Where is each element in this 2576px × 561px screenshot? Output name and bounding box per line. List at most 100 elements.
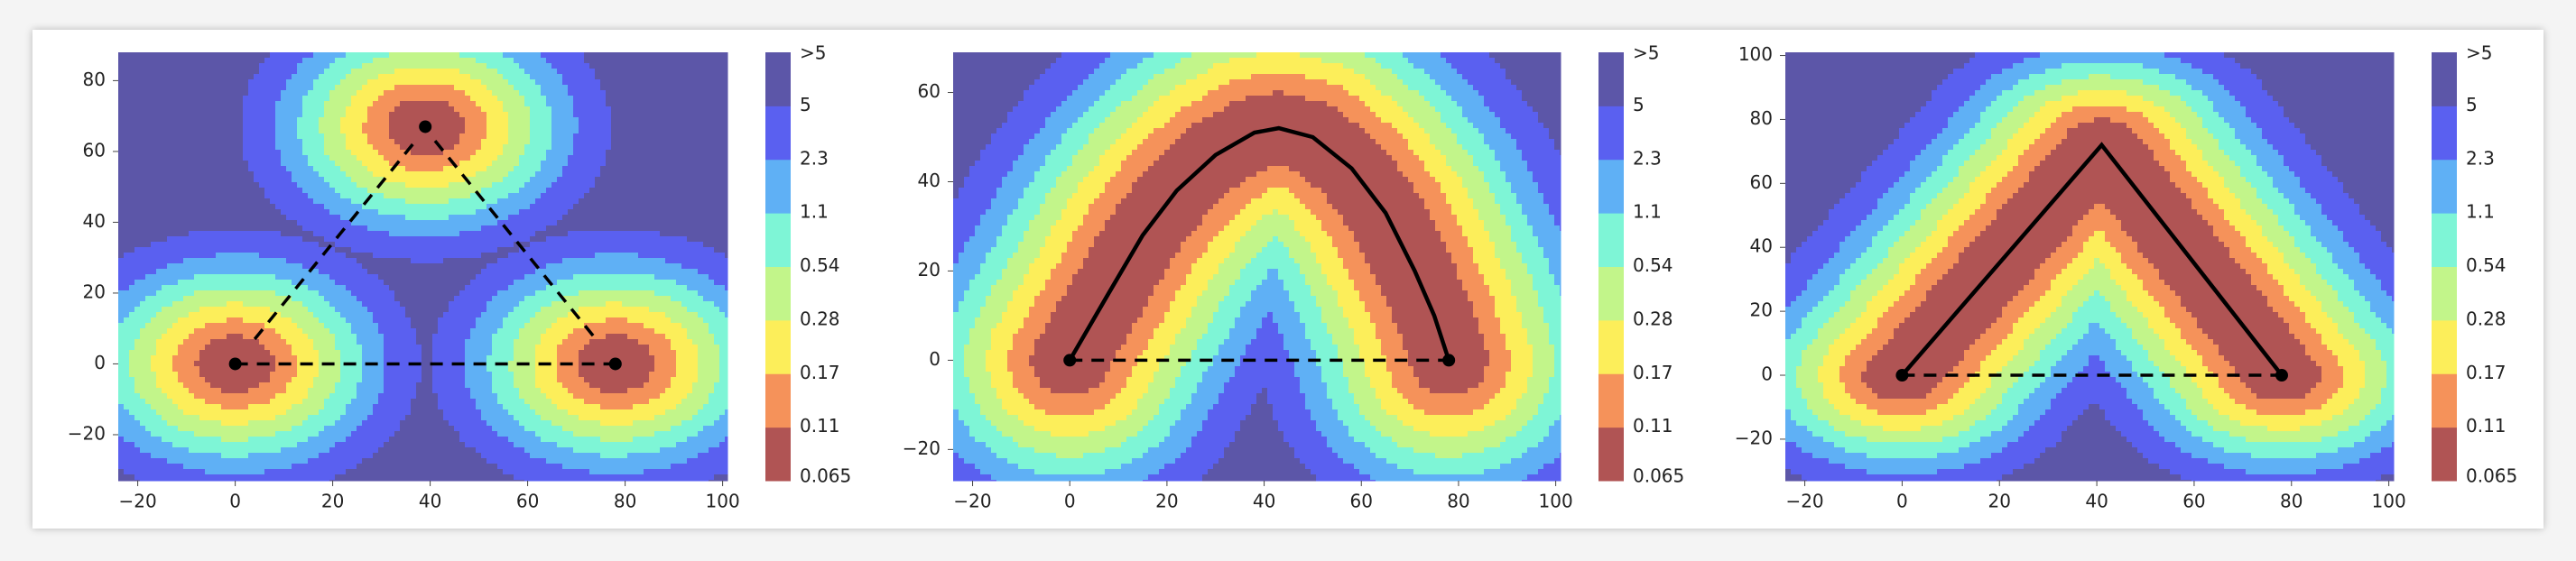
contour-cell [584, 85, 590, 91]
contour-cell [259, 63, 265, 69]
contour-cell [248, 112, 255, 118]
contour-cell [183, 69, 190, 75]
contour-cell [492, 106, 498, 113]
contour-cell [627, 63, 634, 69]
contour-cell [476, 112, 482, 118]
contour-cell [210, 52, 217, 59]
contour-cell [541, 74, 547, 80]
contour-cell [508, 112, 514, 118]
contour-cell [189, 85, 195, 91]
contour-cell [606, 106, 612, 113]
contour-cell [546, 106, 552, 113]
contour-cell [172, 52, 179, 59]
contour-cell [492, 74, 498, 80]
contour-cell [275, 112, 282, 118]
contour-cell [665, 96, 672, 102]
contour-cell [183, 106, 190, 113]
contour-cell [476, 69, 482, 75]
contour-cell [443, 63, 449, 69]
contour-cell [264, 96, 271, 102]
contour-cell [221, 52, 227, 59]
contour-cell [389, 69, 395, 75]
contour-cell [232, 79, 238, 86]
contour-cell [709, 112, 715, 118]
contour-cell [248, 90, 255, 97]
contour-cell [416, 52, 422, 59]
contour-cell [264, 79, 271, 86]
contour-cell [606, 63, 612, 69]
contour-cell [118, 74, 125, 80]
contour-cell [394, 69, 401, 75]
contour-cell [541, 106, 547, 113]
contour-cell [205, 112, 211, 118]
contour-cell [313, 58, 320, 64]
contour-cell [481, 58, 487, 64]
contour-cell [486, 63, 493, 69]
contour-cell [394, 101, 401, 107]
contour-cell [264, 52, 271, 59]
contour-cell [394, 112, 401, 118]
contour-cell [649, 90, 655, 97]
contour-cell [221, 79, 227, 86]
contour-cell [681, 74, 688, 80]
contour-cell [357, 101, 363, 107]
contour-cell [411, 74, 417, 80]
contour-cell [237, 58, 244, 64]
contour-cell [432, 74, 439, 80]
contour-cell [627, 58, 634, 64]
contour-cell [562, 52, 569, 59]
contour-cell [530, 52, 536, 59]
contour-cell [606, 74, 612, 80]
contour-cell [373, 96, 379, 102]
contour-cell [497, 58, 504, 64]
contour-cell [422, 79, 428, 86]
contour-cell [324, 85, 330, 91]
contour-cell [405, 58, 412, 64]
contour-cell [687, 74, 693, 80]
contour-cell [346, 112, 352, 118]
contour-cell [541, 69, 547, 75]
contour-cell [486, 96, 493, 102]
contour-cell [264, 58, 271, 64]
contour-cell [519, 106, 525, 113]
contour-cell [254, 101, 260, 107]
contour-cell [660, 101, 666, 107]
contour-cell [205, 63, 211, 69]
contour-cell [459, 101, 466, 107]
contour-cell [638, 85, 644, 91]
contour-cell [692, 85, 699, 91]
contour-cell [719, 58, 726, 64]
contour-cell [145, 96, 152, 102]
contour-cell [692, 79, 699, 86]
contour-cell [134, 58, 141, 64]
contour-cell [178, 106, 184, 113]
contour-cell [573, 101, 579, 107]
contour-cell [709, 96, 715, 102]
contour-cell [698, 112, 704, 118]
contour-cell [335, 112, 341, 118]
contour-cell [389, 63, 395, 69]
contour-cell [346, 96, 352, 102]
contour-cell [335, 79, 341, 86]
contour-cell [351, 74, 357, 80]
contour-cell [400, 85, 406, 91]
contour-cell [183, 85, 190, 91]
contour-cell [297, 96, 303, 102]
contour-cell [622, 79, 628, 86]
contour-cell [373, 101, 379, 107]
contour-cell [459, 112, 466, 118]
contour-cell [145, 117, 152, 124]
contour-cell [551, 58, 558, 64]
contour-cell [286, 85, 292, 91]
contour-cell [270, 106, 276, 113]
contour-cell [292, 101, 298, 107]
contour-cell [568, 101, 574, 107]
contour-cell [156, 117, 162, 124]
contour-cell [308, 96, 314, 102]
contour-cell [384, 69, 390, 75]
contour-cell [438, 79, 444, 86]
contour-cell [427, 101, 433, 107]
contour-cell [162, 74, 168, 80]
contour-cell [259, 96, 265, 102]
contour-cell [530, 63, 536, 69]
